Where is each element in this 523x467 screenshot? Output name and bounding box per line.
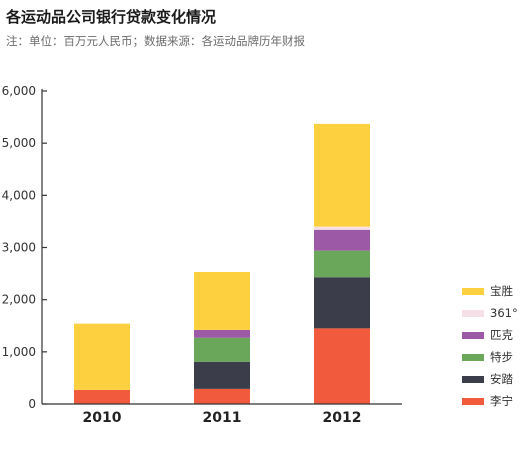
legend-item: 匹克	[462, 328, 513, 342]
x-tick-label: 2012	[323, 410, 362, 426]
bar-segment	[314, 277, 370, 329]
bar-segment	[314, 226, 370, 230]
y-tick-label: 1,000	[2, 345, 36, 359]
y-tick-label: 3,000	[2, 241, 36, 255]
legend-label: 361°	[490, 306, 518, 320]
y-tick-label: 0	[28, 397, 36, 411]
legend-label: 匹克	[490, 328, 513, 342]
bar-segment	[194, 361, 250, 389]
legend-swatch	[462, 397, 484, 405]
legend-item: 361°	[462, 306, 518, 320]
legend-label: 宝胜	[490, 284, 513, 298]
y-tick-label: 6,000	[2, 84, 36, 98]
bar-segment	[194, 337, 250, 362]
legend-swatch	[462, 287, 484, 295]
legend-item: 李宁	[462, 394, 513, 408]
bar-segment	[314, 250, 370, 278]
y-axis: 0 1,000 2,000 3,000 4,000 5,000 6,000	[2, 84, 47, 411]
legend-swatch	[462, 353, 484, 361]
bar-segment	[314, 328, 370, 404]
legend-swatch	[462, 331, 484, 339]
bar-segment	[74, 389, 130, 404]
legend-label: 李宁	[490, 394, 513, 408]
bar-segment	[314, 229, 370, 251]
x-tick-label: 2011	[203, 410, 242, 426]
bar-segment	[194, 388, 250, 404]
x-tick-label: 2010	[83, 410, 122, 426]
chart-subtitle: 注：单位：百万元人民币；数据来源：各运动品牌历年财报	[6, 34, 305, 48]
x-axis: 2010 2011 2012	[42, 403, 402, 426]
legend-swatch	[462, 375, 484, 383]
legend-item: 特步	[462, 350, 513, 364]
bar-segment	[194, 329, 250, 338]
bar-segment	[194, 272, 250, 330]
legend-item: 安踏	[462, 372, 513, 386]
bar-segment	[314, 123, 370, 227]
y-tick-label: 4,000	[2, 188, 36, 202]
chart-title: 各运动品公司银行贷款变化情况	[6, 8, 217, 26]
bar-segment	[74, 323, 130, 390]
legend-label: 安踏	[490, 372, 513, 386]
y-tick-label: 5,000	[2, 136, 36, 150]
bars-group	[74, 123, 370, 404]
legend-item: 宝胜	[462, 284, 513, 298]
y-tick-label: 2,000	[2, 293, 36, 307]
legend-label: 特步	[490, 350, 513, 364]
legend-swatch	[462, 309, 484, 317]
